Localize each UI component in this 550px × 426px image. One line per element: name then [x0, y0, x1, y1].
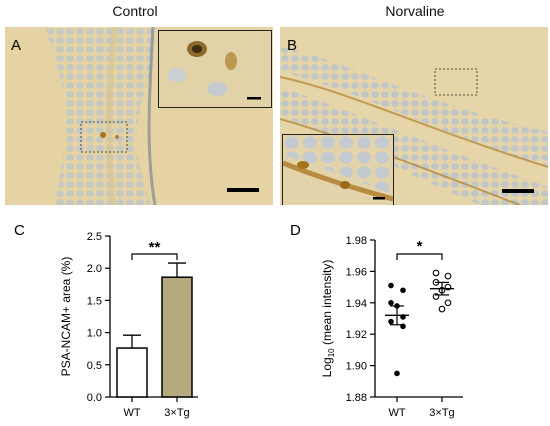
y-tick-label: 1.5	[87, 295, 102, 307]
panel-label-c: C	[14, 222, 25, 239]
x-tick-label: 3×Tg	[164, 407, 189, 419]
bar-3xtg	[161, 276, 193, 398]
y-tick-label: 1.94	[346, 298, 367, 310]
data-point-3xtg	[444, 272, 452, 280]
y-tick-label: 1.98	[346, 235, 367, 247]
y-tick-label: 1.88	[346, 392, 367, 404]
micrograph-norvaline	[280, 27, 548, 205]
data-point-wt	[388, 300, 394, 306]
data-point-wt	[388, 318, 394, 325]
x-tick-label: WT	[388, 407, 405, 419]
bar-chart-psa-ncam: 0.0 0.5 1.0 1.5 2.0 2.5 PSA-NCAM+ area (%) WT 3×…	[59, 231, 198, 419]
y-tick-label: 2.5	[87, 231, 102, 243]
y-tick-label: 0.0	[87, 392, 102, 404]
y-tick-label: 2.0	[87, 263, 102, 275]
y-tick-label: 1.90	[346, 361, 367, 373]
y-tick-label: 1.96	[346, 266, 367, 278]
data-point-wt	[400, 287, 406, 294]
x-tick-label: 3×Tg	[429, 407, 454, 419]
control-column-title: Control	[112, 3, 158, 19]
data-point-wt	[388, 282, 394, 289]
panel-label-b: B	[287, 37, 298, 54]
x-tick-label: WT	[123, 407, 140, 419]
micrograph-control	[5, 27, 273, 205]
y-axis-label: Log10 (mean intensity)	[320, 260, 336, 378]
scatter-chart-mean-intensity: 1.88 1.90 1.92 1.94 1.96 1.98 Log10 (mean inte…	[320, 235, 463, 419]
data-point-wt	[394, 370, 400, 377]
data-point-3xtg	[444, 299, 452, 307]
panel-label-d: D	[290, 222, 301, 239]
y-tick-label: 1.0	[87, 328, 102, 340]
significance-label: *	[417, 238, 423, 255]
data-point-3xtg	[438, 305, 446, 313]
inset-norvaline	[282, 134, 394, 205]
data-point-3xtg	[432, 269, 440, 277]
panel-label-a: A	[11, 37, 22, 54]
bar-wt	[116, 347, 148, 398]
significance-label: **	[149, 239, 161, 256]
y-tick-label: 0.5	[87, 360, 102, 372]
y-tick-label: 1.92	[346, 329, 367, 341]
y-axis-label: PSA-NCAM+ area (%)	[59, 257, 73, 377]
significance-bracket	[396, 253, 443, 260]
significance-bracket	[131, 253, 178, 260]
norvaline-column-title: Norvaline	[385, 3, 445, 19]
inset-control	[158, 30, 272, 108]
